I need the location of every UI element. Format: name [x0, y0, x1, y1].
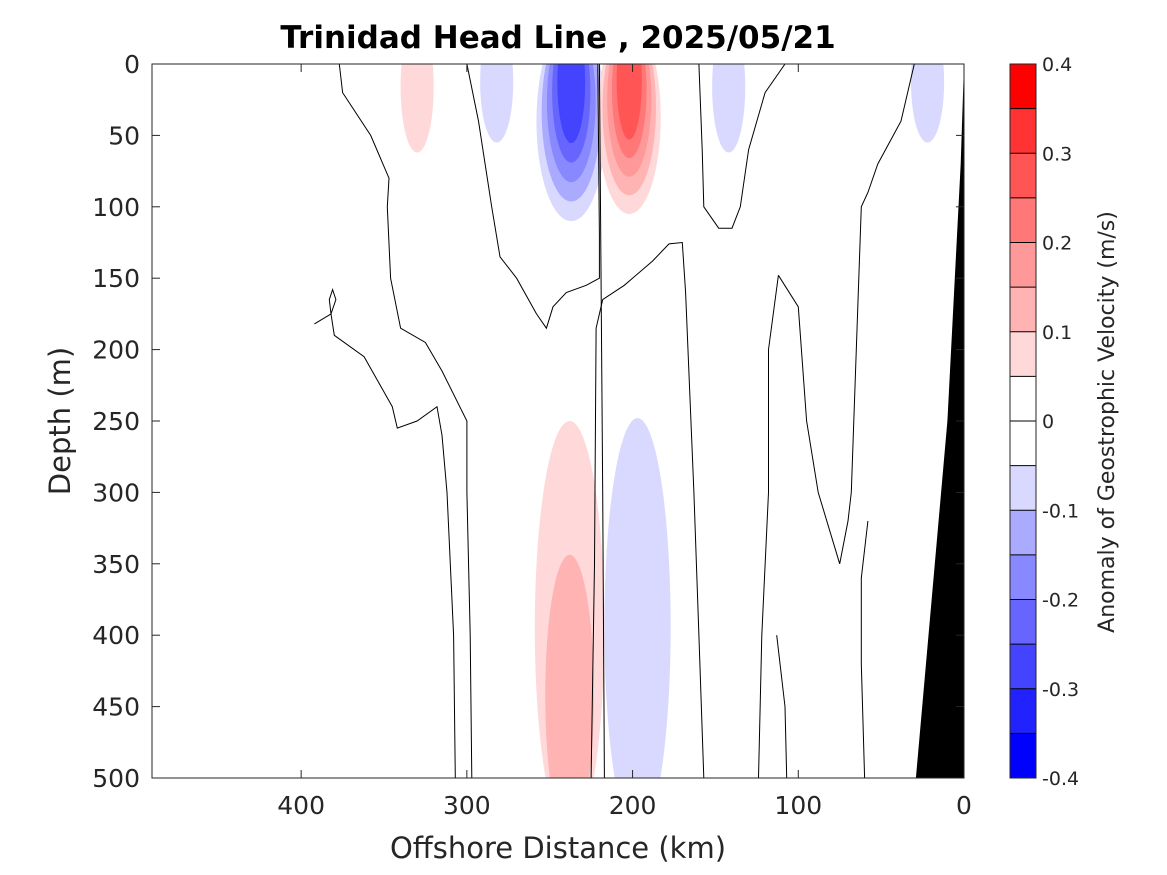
x-axis-ticks: 400 300 200 100 0 — [277, 64, 972, 820]
y-axis-ticks: 0 50 100 150 200 250 300 350 400 450 500 — [92, 50, 964, 793]
velocity-feature-neg-7 — [604, 418, 671, 778]
zero-contour-lines — [314, 64, 915, 778]
x-tick-label: 0 — [956, 791, 972, 820]
x-axis-label: Offshore Distance (km) — [390, 831, 726, 865]
velocity-feature-pos-1 — [597, 64, 661, 214]
velocity-feature-pos-2 — [400, 64, 434, 153]
colorbar-label: Anomaly of Geostrophic Velocity (m/s) — [1095, 211, 1120, 633]
velocity-feature-pos-6 — [534, 421, 605, 778]
colorbar-tick-label: 0.1 — [1042, 322, 1072, 344]
colorbar-band — [1010, 421, 1036, 467]
colorbar-band — [1010, 153, 1036, 199]
colorbar-band — [1010, 242, 1036, 288]
colorbar-band — [1010, 197, 1036, 243]
colorbar: 0.4 0.3 0.2 0.1 0 -0.1 -0.2 -0.3 -0.4 — [1009, 54, 1079, 790]
plot-area — [152, 64, 964, 778]
y-tick-label: 200 — [92, 336, 140, 365]
y-axis-label: Depth (m) — [43, 347, 77, 495]
velocity-feature-neg-4 — [712, 64, 746, 153]
chart-title: Trinidad Head Line , 2025/05/21 — [280, 20, 835, 56]
zero-contour-8 — [860, 520, 869, 778]
colorbar-tick-label: 0.2 — [1042, 233, 1072, 255]
x-tick-label: 300 — [443, 791, 491, 820]
colorbar-band — [1010, 287, 1036, 333]
y-tick-label: 100 — [92, 193, 140, 222]
zero-contour-1 — [466, 64, 600, 330]
colorbar-tick-label: 0 — [1042, 411, 1054, 433]
colorbar-tick-label: -0.2 — [1042, 590, 1079, 612]
contour-band-level-5 — [557, 64, 586, 144]
contour-band-level-1 — [400, 64, 434, 153]
velocity-feature-neg-0 — [536, 64, 607, 222]
contour-band-level-5 — [616, 64, 642, 140]
x-tick-label: 400 — [277, 791, 325, 820]
colorbar-tick-label: -0.3 — [1042, 679, 1079, 701]
colorbar-band — [1010, 554, 1036, 600]
zero-contour-2 — [598, 64, 605, 778]
y-tick-label: 0 — [124, 50, 140, 79]
colorbar-band — [1010, 64, 1036, 110]
colorbar-tick-label: -0.4 — [1042, 768, 1079, 790]
x-tick-label: 200 — [609, 791, 657, 820]
zero-contour-0 — [338, 64, 473, 778]
zero-contour-6 — [758, 275, 779, 778]
colorbar-band — [1010, 331, 1036, 377]
contour-band-level-2 — [545, 554, 594, 778]
bathymetry — [915, 64, 964, 778]
contour-band-level-1 — [480, 64, 514, 143]
colorbar-tick-label: 0.4 — [1042, 54, 1072, 76]
colorbar-band — [1010, 376, 1036, 422]
zero-contour-7 — [776, 635, 788, 778]
zero-contour-10 — [328, 288, 337, 315]
zero-contour-3 — [590, 241, 705, 778]
contour-band-level-1 — [712, 64, 746, 153]
x-tick-label: 100 — [774, 791, 822, 820]
contour-band-level-1 — [910, 64, 945, 143]
y-tick-label: 150 — [92, 264, 140, 293]
y-tick-label: 300 — [92, 478, 140, 507]
y-tick-label: 50 — [108, 121, 140, 150]
zero-contour-5 — [777, 64, 915, 564]
colorbar-tick-label: 0.3 — [1042, 143, 1072, 165]
velocity-feature-neg-3 — [480, 64, 514, 143]
y-tick-label: 250 — [92, 407, 140, 436]
velocity-feature-neg-5 — [910, 64, 945, 143]
zero-contour-9 — [314, 313, 456, 778]
colorbar-band — [1010, 733, 1036, 779]
colorbar-band — [1010, 465, 1036, 511]
y-tick-label: 500 — [92, 764, 140, 793]
colorbar-frame — [1009, 63, 1037, 779]
zero-contour-4 — [698, 64, 786, 229]
contour-band-level-1 — [604, 418, 671, 778]
seafloor-wedge — [915, 64, 964, 778]
colorbar-band — [1010, 688, 1036, 734]
y-tick-label: 450 — [92, 693, 140, 722]
y-tick-label: 400 — [92, 621, 140, 650]
colorbar-band — [1010, 108, 1036, 154]
colorbar-band — [1010, 599, 1036, 645]
colorbar-band — [1010, 510, 1036, 556]
y-tick-label: 350 — [92, 550, 140, 579]
colorbar-tick-label: -0.1 — [1042, 500, 1079, 522]
colorbar-band — [1010, 644, 1036, 690]
